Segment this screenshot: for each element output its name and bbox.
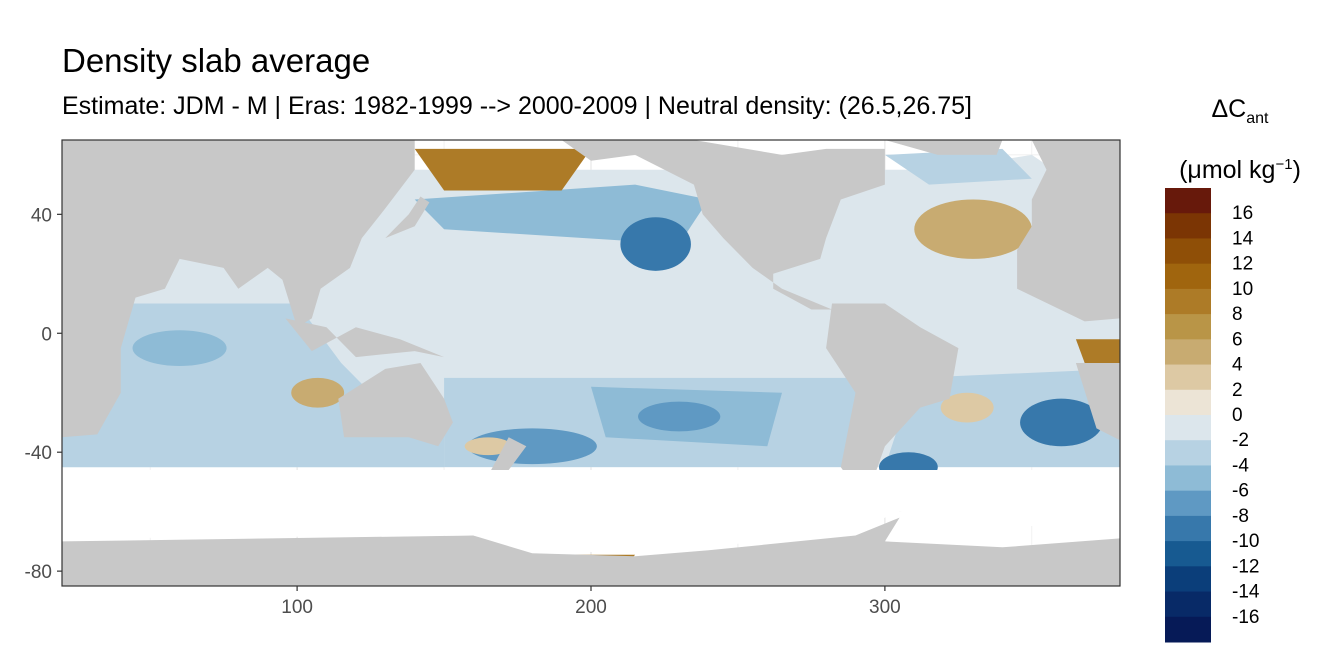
legend-label: 2: [1232, 380, 1243, 401]
legend-label: 10: [1232, 279, 1253, 300]
legend-label: 0: [1232, 405, 1243, 426]
land-mask: [62, 140, 1120, 586]
region-tasman-patch: [464, 437, 512, 456]
y-tick-label: -80: [25, 562, 52, 583]
region-okhotsk: [414, 148, 591, 191]
land-japan: [385, 196, 430, 239]
legend-label: 8: [1232, 304, 1243, 325]
legend-label: 14: [1232, 228, 1254, 249]
legend-swatch: [1165, 465, 1211, 492]
region-sa-east: [1020, 398, 1103, 447]
legend-swatch: [1165, 364, 1211, 391]
region-wa-patch: [291, 377, 345, 408]
y-tick-label: -40: [25, 443, 52, 464]
plot-panel: [62, 140, 1120, 586]
x-tick-label: 300: [869, 597, 901, 618]
land-north-america: [561, 140, 885, 310]
legend-label: 4: [1232, 355, 1243, 376]
legend-swatch: [1165, 188, 1211, 214]
legend-title: ΔCant (μmol kg−1): [1150, 86, 1330, 193]
region-sp-core: [638, 401, 721, 432]
land-greenland: [884, 140, 1003, 155]
legend-swatch: [1165, 616, 1211, 643]
region-sa-gyre: [940, 392, 994, 423]
land-europe-africa-east: [1017, 140, 1120, 322]
x-tick-label: 100: [281, 597, 313, 618]
legend-label: -12: [1232, 556, 1259, 577]
legend-label: 16: [1232, 203, 1253, 224]
legend-swatch: [1165, 566, 1211, 593]
legend-label: 12: [1232, 254, 1253, 275]
land-antarctica: [62, 517, 1120, 586]
legend-label: -2: [1232, 430, 1249, 451]
region-indian-core: [132, 330, 227, 366]
chart-title: Density slab average: [62, 42, 371, 79]
region-central-pacific: [414, 303, 738, 363]
legend-swatch: [1165, 314, 1211, 340]
legend-title-unit: (μmol kg−1): [1179, 156, 1301, 184]
chart-subtitle: Estimate: JDM - M | Eras: 1982-1999 --> …: [62, 92, 972, 120]
legend-swatch: [1165, 288, 1211, 315]
legend-swatch: [1165, 263, 1211, 290]
x-tick-label: 200: [575, 597, 607, 618]
legend-swatch: [1165, 591, 1211, 618]
legend-colorbar: 16 14 12 10 8 6 4 2 0 -2 -4 -6 -8 -10 -12 -14 -16: [1165, 188, 1260, 643]
land-africa-south: [1075, 363, 1120, 441]
legend-label: -14: [1232, 582, 1260, 603]
region-np-east: [620, 217, 691, 271]
y-tick-label: 0: [41, 324, 52, 345]
no-data-southern-ocean: [62, 470, 1120, 554]
legend-title-symbol: ΔCant: [1211, 95, 1269, 127]
land-maritime-se-asia: [285, 318, 445, 358]
region-labrador: [884, 148, 1032, 185]
legend-swatch: [1165, 213, 1211, 239]
legend-swatch: [1165, 389, 1211, 416]
axes: 40 0 -40 -80 100 200 300: [25, 205, 901, 618]
legend-swatch: [1165, 415, 1211, 441]
land-new-zealand: [491, 437, 527, 470]
region-angola: [1075, 339, 1120, 363]
legend-label: -6: [1232, 481, 1249, 502]
legend-label: -8: [1232, 506, 1249, 527]
legend-label: -16: [1232, 607, 1259, 628]
y-tick-label: 40: [31, 205, 52, 226]
land-eurasia-africa: [62, 140, 415, 438]
legend-swatch: [1165, 541, 1211, 567]
legend-swatch: [1165, 515, 1211, 542]
land-australia: [338, 363, 453, 447]
region-na-gyre: [914, 199, 1032, 259]
legend-label: -4: [1232, 455, 1249, 476]
legend-label: -10: [1232, 531, 1259, 552]
legend-label: 6: [1232, 329, 1243, 350]
legend-swatch: [1165, 440, 1211, 466]
legend-swatch: [1165, 490, 1211, 517]
legend-swatch: [1165, 238, 1211, 265]
legend-swatch: [1165, 339, 1211, 366]
land-south-america: [826, 303, 959, 497]
